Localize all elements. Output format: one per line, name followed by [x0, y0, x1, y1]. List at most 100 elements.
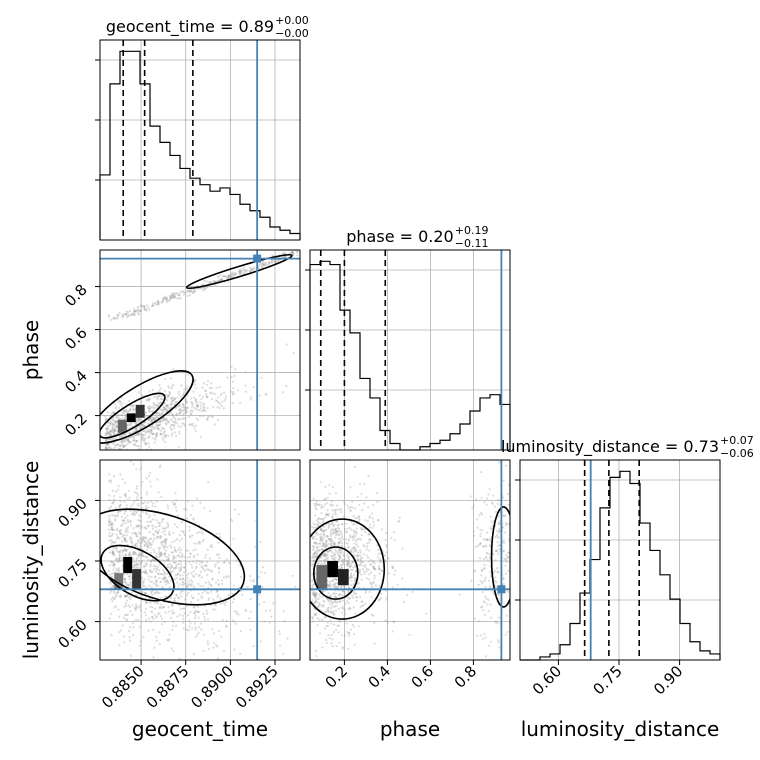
sample-point: [123, 512, 126, 515]
sample-point: [316, 552, 319, 555]
sample-point: [194, 628, 197, 631]
sample-point: [145, 441, 148, 445]
sample-point: [171, 402, 174, 405]
sample-point: [143, 544, 146, 547]
sample-point: [278, 632, 281, 636]
sample-point: [152, 407, 155, 410]
sample-point: [170, 566, 173, 569]
sample-point: [323, 525, 326, 528]
sample-point: [116, 313, 119, 317]
sample-point: [105, 427, 108, 431]
sample-point: [488, 556, 491, 559]
sample-point: [207, 599, 210, 602]
sample-point: [112, 411, 115, 414]
sample-point: [182, 621, 185, 624]
sample-point: [314, 552, 317, 555]
sample-point: [194, 626, 197, 629]
sample-point: [240, 271, 243, 274]
sample-point: [353, 565, 356, 568]
sample-point: [326, 624, 329, 628]
sample-point: [140, 497, 143, 500]
sample-point: [335, 578, 338, 581]
sample-point: [333, 553, 336, 556]
sample-point: [161, 427, 164, 430]
sample-point: [137, 553, 140, 556]
sample-point: [326, 550, 330, 553]
sample-point: [348, 606, 351, 610]
sample-point: [324, 610, 328, 614]
sample-point: [183, 533, 186, 537]
sample-point: [202, 289, 206, 292]
x-axis-label-geocent_time: geocent_time: [132, 717, 268, 741]
sample-point: [162, 438, 165, 441]
sample-point: [108, 528, 111, 531]
sample-point: [144, 411, 147, 414]
sample-point: [248, 617, 251, 620]
sample-point: [143, 526, 146, 529]
sample-point: [322, 530, 325, 533]
sample-point: [115, 546, 118, 549]
sample-point: [129, 313, 132, 316]
sample-point: [473, 534, 476, 537]
sample-point: [261, 586, 264, 589]
sample-point: [152, 401, 155, 404]
sample-point: [131, 541, 134, 544]
sample-point: [244, 384, 247, 387]
sample-point: [484, 655, 487, 658]
sample-point: [128, 409, 131, 412]
sample-point: [211, 415, 214, 418]
sample-point: [391, 630, 394, 633]
sample-point: [314, 542, 317, 545]
sample-point: [331, 515, 334, 519]
sample-point: [180, 384, 183, 387]
sample-point: [213, 565, 217, 568]
sample-point: [125, 540, 129, 543]
sample-point: [130, 591, 133, 595]
sample-point: [378, 567, 382, 571]
sample-point: [176, 514, 180, 517]
sample-point: [138, 532, 142, 535]
sample-point: [333, 544, 336, 547]
sample-point: [502, 577, 505, 580]
sample-point: [334, 585, 337, 588]
sample-point: [141, 424, 144, 427]
sample-point: [115, 317, 118, 320]
sample-point: [114, 490, 118, 493]
sample-point: [212, 279, 215, 283]
sample-point: [129, 408, 132, 412]
sample-point: [174, 593, 178, 596]
sample-point: [314, 551, 317, 554]
sample-point: [173, 578, 176, 581]
sample-point: [485, 545, 488, 548]
sample-point: [173, 294, 176, 297]
sample-point: [173, 295, 177, 299]
sample-point: [211, 387, 214, 390]
sample-point: [185, 549, 188, 552]
sample-point: [263, 600, 266, 603]
sample-point: [171, 413, 174, 416]
sample-point: [106, 432, 109, 435]
sample-point: [133, 313, 136, 316]
sample-point: [351, 560, 354, 564]
sample-point: [172, 293, 175, 296]
sample-point: [163, 552, 167, 555]
sample-point: [171, 604, 174, 607]
sample-point: [121, 478, 124, 481]
sample-point: [123, 445, 126, 448]
sample-point: [338, 508, 341, 511]
sample-point: [188, 288, 191, 291]
sample-point: [135, 532, 138, 535]
sample-point: [178, 412, 181, 415]
sample-point: [330, 542, 333, 545]
sample-point: [207, 597, 211, 600]
sample-point: [355, 538, 358, 541]
sample-point: [172, 560, 175, 564]
sample-point: [130, 451, 132, 453]
sample-point: [132, 443, 135, 446]
sample-point: [479, 511, 483, 514]
sample-point: [343, 528, 347, 531]
sample-point: [179, 569, 182, 572]
sample-point: [133, 532, 136, 535]
sample-point: [173, 503, 176, 506]
sample-point: [158, 423, 161, 426]
